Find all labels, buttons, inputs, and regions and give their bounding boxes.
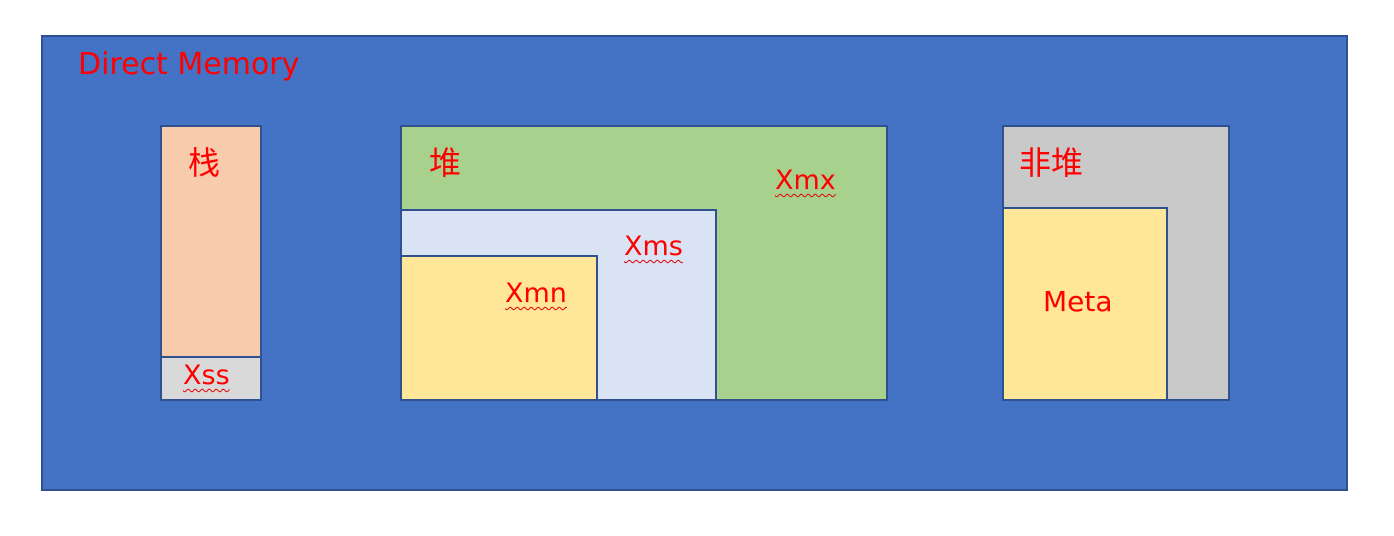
meta-label: Meta (1043, 285, 1113, 318)
xmx-label: Xmx (775, 165, 836, 196)
xms-label: Xms (624, 231, 683, 262)
xmn-label: Xmn (505, 278, 567, 309)
xmn-region (400, 255, 598, 401)
xss-region (160, 356, 262, 401)
stack-region (160, 125, 262, 359)
non-heap-label: 非堆 (1019, 144, 1084, 182)
direct-memory-label: Direct Memory (78, 47, 300, 82)
xss-label: Xss (183, 360, 230, 391)
heap-label: 堆 (429, 144, 462, 182)
stack-label: 栈 (188, 144, 221, 182)
meta-region (1002, 207, 1168, 401)
